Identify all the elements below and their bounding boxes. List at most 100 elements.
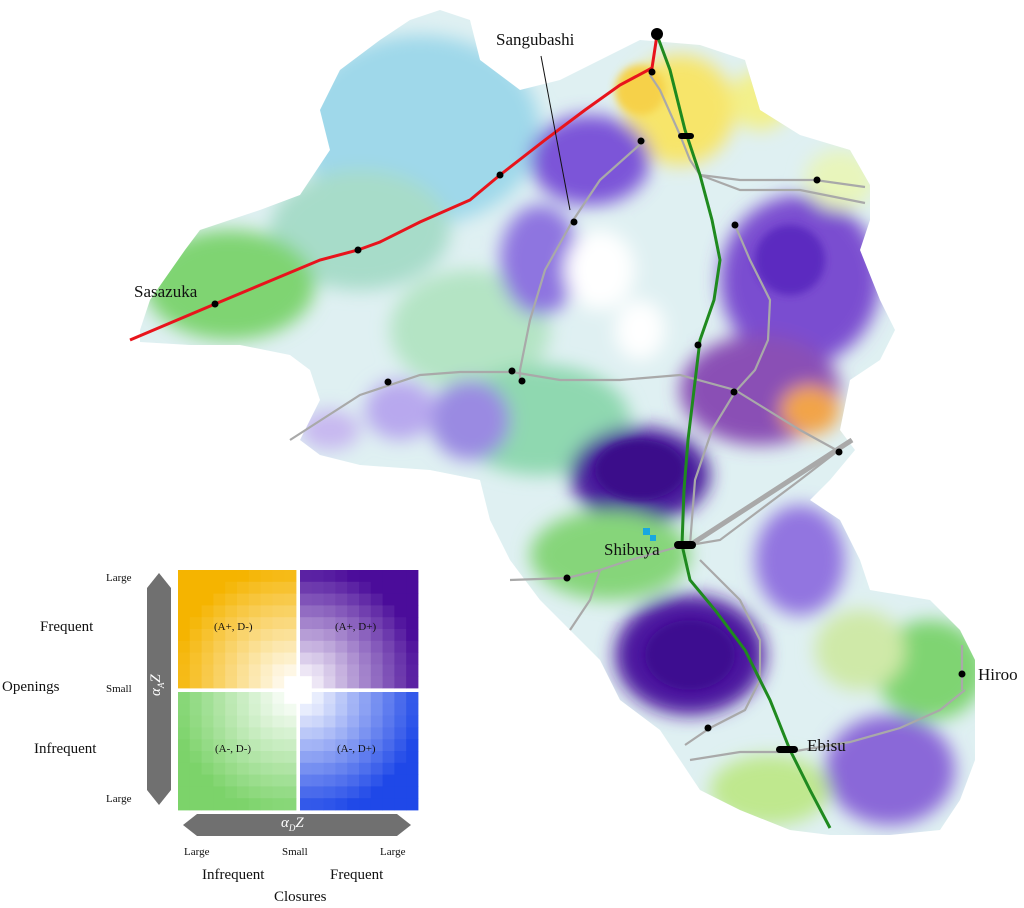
legend-cell — [382, 692, 395, 705]
legend-cell — [335, 739, 348, 752]
station-dot-sangubashi — [570, 218, 578, 226]
legend-cell — [359, 676, 372, 689]
legend-cell — [394, 727, 407, 740]
legend-infrequent-y: Infrequent — [34, 741, 97, 757]
legend-cell — [394, 593, 407, 606]
legend-cell — [394, 751, 407, 764]
legend-cell — [225, 581, 238, 594]
legend-cell — [347, 676, 360, 689]
legend-cell — [359, 629, 372, 642]
legend-cell — [284, 727, 297, 740]
legend-cell — [323, 703, 336, 716]
legend-cell — [284, 715, 297, 728]
legend-cell — [213, 774, 226, 787]
station-markers — [211, 28, 966, 753]
legend-cell — [359, 762, 372, 775]
legend-cell — [347, 727, 360, 740]
legend-cell — [370, 664, 383, 677]
legend-cell — [300, 798, 313, 811]
legend-cell — [370, 715, 383, 728]
legend-cell — [284, 629, 297, 642]
legend-cell — [248, 703, 261, 716]
legend-cell — [370, 774, 383, 787]
legend-cell — [189, 715, 202, 728]
legend-cell — [300, 652, 313, 665]
legend-cell — [370, 652, 383, 665]
other-lines — [289, 74, 966, 762]
legend-cell — [201, 570, 214, 583]
legend-cell — [237, 640, 250, 653]
station-bar-shibuya — [674, 541, 696, 549]
legend-cell — [347, 786, 360, 799]
legend-cell — [382, 617, 395, 630]
legend-frequent-x: Frequent — [330, 867, 384, 883]
legend-cell — [370, 692, 383, 705]
legend-cell — [260, 715, 273, 728]
legend-cell — [406, 652, 419, 665]
legend-cell — [406, 617, 419, 630]
legend-cell — [370, 786, 383, 799]
legend-cell — [248, 715, 261, 728]
legend-cell — [359, 727, 372, 740]
legend-cell — [394, 581, 407, 594]
legend-cell — [382, 703, 395, 716]
legend-cell — [284, 786, 297, 799]
legend-cell — [248, 751, 261, 764]
legend-cell — [311, 664, 324, 677]
legend-cell — [347, 762, 360, 775]
legend-cell — [225, 762, 238, 775]
legend-cell — [347, 703, 360, 716]
legend-cell — [201, 703, 214, 716]
legend-cell — [284, 774, 297, 787]
legend-cell — [189, 692, 202, 705]
legend-cell — [394, 617, 407, 630]
legend-cell — [284, 798, 297, 811]
legend-cell — [260, 786, 273, 799]
label-shibuya: Shibuya — [604, 540, 660, 559]
legend-cell — [335, 727, 348, 740]
legend-cell — [225, 640, 238, 653]
legend-cell — [394, 640, 407, 653]
legend-cell — [382, 762, 395, 775]
alpha-d-arrow — [183, 814, 411, 836]
legend-cell — [237, 605, 250, 618]
legend-cell — [335, 593, 348, 606]
legend-cell — [347, 774, 360, 787]
legend-cell — [406, 570, 419, 583]
station-dot-sasazuka — [211, 300, 219, 308]
legend-cell — [178, 629, 191, 642]
legend-cell — [335, 652, 348, 665]
legend-cell — [272, 798, 285, 811]
legend-cell — [189, 751, 202, 764]
legend-cell — [213, 640, 226, 653]
legend-cell — [300, 676, 313, 689]
legend-cell — [347, 664, 360, 677]
legend-cell — [359, 617, 372, 630]
legend-cell — [272, 727, 285, 740]
legend-cell — [178, 715, 191, 728]
legend-cell — [189, 798, 202, 811]
legend-cell — [178, 676, 191, 689]
legend-cell — [201, 727, 214, 740]
legend-cell — [394, 774, 407, 787]
legend-cell — [189, 727, 202, 740]
legend-cell — [406, 786, 419, 799]
legend-cell — [248, 640, 261, 653]
legend-cell — [225, 739, 238, 752]
legend-cell — [213, 727, 226, 740]
quadrant-top-right: (A+, D+) — [335, 621, 377, 633]
legend-cell — [272, 786, 285, 799]
legend-cell — [225, 727, 238, 740]
legend-cell — [359, 774, 372, 787]
thick-grey-line — [688, 437, 854, 548]
station-dot — [813, 176, 821, 184]
legend-cell — [335, 762, 348, 775]
legend-cell — [359, 786, 372, 799]
legend-cell — [311, 739, 324, 752]
legend-cell — [300, 605, 313, 618]
legend-cell — [323, 652, 336, 665]
legend-cell — [260, 629, 273, 642]
legend-cell — [370, 727, 383, 740]
legend-cell — [370, 629, 383, 642]
legend-cell — [323, 640, 336, 653]
